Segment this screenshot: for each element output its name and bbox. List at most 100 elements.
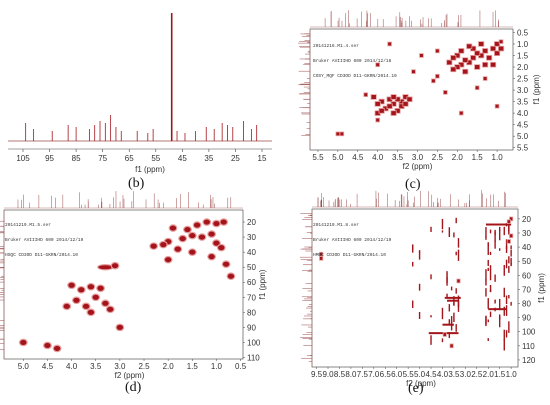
y-tick-label: 1.0 — [517, 40, 529, 49]
cross-peak-band — [485, 223, 512, 226]
cross-peak — [208, 231, 215, 237]
header-line: HSQC CD3OD D11-GKRN/2014.10 — [5, 253, 78, 258]
cross-peak — [455, 324, 457, 332]
cross-peak — [485, 269, 487, 281]
panel-b: 105 95 85 75 65 55 45 35 25 15 f1 (ppm) (b) — [0, 0, 280, 191]
x-tick-label: 65 — [125, 154, 134, 163]
cross-peak — [98, 265, 113, 270]
cross-peak — [503, 329, 505, 339]
cross-peak — [376, 118, 380, 122]
cross-peak — [435, 74, 439, 78]
cross-peak — [478, 53, 484, 58]
cross-peak — [383, 106, 388, 111]
cross-peak — [189, 249, 196, 255]
y-tick-label: 70 — [247, 293, 256, 302]
y-tick-label: 5.0 — [517, 132, 529, 141]
cross-peak — [510, 245, 512, 250]
y-tick-label: 0.5 — [517, 28, 529, 37]
y-tick-label: 30 — [522, 229, 531, 238]
x-tick-label: 75 — [98, 154, 107, 163]
cross-peak — [455, 288, 457, 294]
x-tick-label: 0.5 — [235, 362, 247, 371]
y-tick-label: 2.5 — [517, 75, 529, 84]
cross-peak — [499, 40, 503, 44]
x-tick-label: 2.0 — [483, 370, 495, 379]
cross-peak — [412, 261, 414, 267]
header-line: 20141219.M1.8.ser — [313, 223, 359, 228]
y-tick-label: 40 — [522, 243, 531, 252]
cross-peak — [340, 132, 344, 136]
y-tick-label: 20 — [522, 215, 531, 224]
header-line: Bruker AVIIIHD 600 2014/12/16 — [313, 59, 392, 64]
x-tick-label: 8.5 — [334, 370, 346, 379]
cross-peak — [507, 220, 511, 224]
cross-peak — [319, 256, 323, 260]
cross-peak — [391, 111, 396, 116]
x-tick-label: 85 — [72, 154, 81, 163]
cross-peak — [111, 263, 119, 269]
cross-peak — [319, 252, 323, 256]
cross-peak — [510, 301, 512, 306]
cross-peak — [107, 306, 114, 312]
y-tick-label: 90 — [247, 323, 256, 332]
header-line: 20141216.M1.4.ser — [313, 44, 359, 49]
cross-peak — [490, 62, 496, 67]
cross-peak — [453, 302, 455, 306]
cross-peak-band — [447, 299, 459, 302]
cross-peak — [485, 288, 487, 297]
cross-peak — [388, 42, 392, 46]
cross-peak — [387, 104, 392, 109]
x-tick-label: 2.0 — [452, 153, 464, 162]
cross-peak — [411, 70, 415, 74]
x-tick-label: 5.0 — [414, 370, 426, 379]
cross-peak — [482, 62, 488, 67]
x-tick-label: 5.5 — [312, 153, 324, 162]
cross-peak — [455, 53, 460, 58]
cross-peak — [448, 227, 451, 238]
y-tick-label: 90 — [522, 314, 531, 323]
cross-peak — [508, 224, 510, 233]
panel-d-label: (d) — [125, 380, 142, 395]
cross-peak — [448, 332, 451, 339]
x-tick-label: 7.0 — [368, 370, 380, 379]
x-tick-label: 4.5 — [352, 153, 364, 162]
header-line: Bruker AVIIIHD 600 2014/12/19 — [5, 238, 84, 243]
cross-peak — [63, 303, 70, 309]
cross-peak — [430, 335, 432, 345]
panel-e-header: 20141219.M1.8.ser Bruker AVIIIHD 600 201… — [313, 213, 391, 268]
x-tick-label: 15 — [258, 154, 267, 163]
cross-peak — [503, 287, 505, 298]
panel-c-label: (c) — [405, 177, 421, 192]
cross-peak — [498, 226, 501, 232]
cross-peak — [412, 245, 414, 253]
cross-peak — [435, 49, 439, 53]
cross-peak — [487, 242, 489, 246]
x-tick-label: 55 — [151, 154, 160, 163]
cross-peak — [391, 101, 396, 106]
hmbc-spectrum-plot: 9.5 9.0 8.5 8.0 7.5 7.0 6.5 6.0 5.5 5.0 4.5 4.0 3.5 3… — [300, 190, 546, 388]
y-tick-label: 110 — [247, 353, 260, 362]
y-tick-label: 3.5 — [517, 98, 529, 107]
cross-peak — [44, 342, 51, 349]
cross-peak — [457, 300, 460, 312]
x-tick-label: 9.0 — [322, 370, 334, 379]
cross-peak — [455, 65, 460, 70]
cross-peak — [485, 315, 487, 325]
y-tick-label: 3.0 — [517, 86, 529, 95]
y-axis-title: f1 (ppm) — [537, 273, 546, 303]
cross-peak — [487, 267, 489, 272]
cross-peak — [395, 108, 400, 113]
cross-peak — [495, 104, 499, 108]
cross-peak — [391, 94, 396, 99]
cross-peak — [478, 41, 484, 46]
y-tick-label: 70 — [522, 285, 531, 294]
x-tick-label: 5.5 — [403, 370, 415, 379]
panel-e: 9.5 9.0 8.5 8.0 7.5 7.0 6.5 6.0 5.5 5.0 4.5 4.0 3.5 3… — [280, 190, 550, 405]
panel-e-label: (e) — [408, 381, 424, 396]
cross-peak — [494, 231, 496, 242]
cross-peak — [179, 235, 186, 242]
x-tick-label: 105 — [16, 154, 30, 163]
cross-peak — [208, 254, 215, 260]
cross-peak — [508, 265, 510, 273]
cross-peak — [430, 315, 432, 318]
